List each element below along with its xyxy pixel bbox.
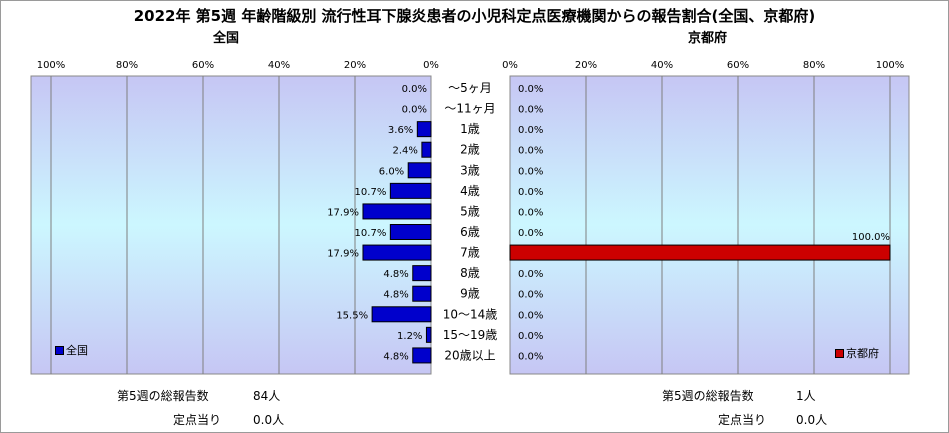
legend-swatch-left <box>55 345 64 355</box>
category-label: 4歳 <box>460 184 480 198</box>
right-plot-area <box>509 75 910 375</box>
left-per-label: 定点当り <box>173 413 222 427</box>
bar-left <box>389 224 432 240</box>
category-label: 9歳 <box>460 287 480 301</box>
tick-label-left: 20% <box>344 60 366 71</box>
data-label-left: 6.0% <box>379 166 404 177</box>
right-per-value: 0.0人 <box>796 413 828 427</box>
data-label-right: 0.0% <box>518 166 543 177</box>
category-label: 15～19歳 <box>443 328 498 342</box>
bar-left <box>407 162 432 179</box>
data-label-left: 4.8% <box>383 269 408 280</box>
bar-left <box>412 347 432 364</box>
data-label-right: 0.0% <box>518 331 543 342</box>
category-label: 10～14歳 <box>443 307 498 321</box>
tick-label-left: 0% <box>423 60 439 71</box>
legend-swatch-right <box>835 348 844 358</box>
data-label-right: 0.0% <box>518 84 543 95</box>
data-label-left: 3.6% <box>388 125 413 136</box>
data-label-left: 0.0% <box>402 105 427 116</box>
category-label: 7歳 <box>460 246 480 260</box>
right-panel-title: 京都府 <box>688 31 728 46</box>
category-label: ～11ヶ月 <box>444 102 495 116</box>
left-panel-title: 全国 <box>213 31 240 46</box>
tick-label-left: 100% <box>37 60 66 71</box>
data-label-left: 10.7% <box>355 187 387 198</box>
category-label: 3歳 <box>460 163 480 177</box>
category-label: 6歳 <box>460 225 480 239</box>
left-plot-area <box>30 75 432 375</box>
legend-label-left: 全国 <box>66 344 88 357</box>
data-label-left: 4.8% <box>383 351 408 362</box>
data-label-right: 0.0% <box>518 351 543 362</box>
tick-label-right: 60% <box>727 60 749 71</box>
bar-left <box>412 285 432 302</box>
tick-label-right: 80% <box>803 60 825 71</box>
data-label-left: 1.2% <box>397 331 422 342</box>
tick-label-left: 60% <box>192 60 214 71</box>
category-label: 2歳 <box>460 143 480 157</box>
data-label-right: 0.0% <box>518 187 543 198</box>
category-label: 1歳 <box>460 122 480 136</box>
data-label-right: 100.0% <box>852 232 890 243</box>
category-label: 20歳以上 <box>444 348 495 362</box>
bar-right <box>509 244 891 261</box>
bar-left <box>412 265 432 282</box>
data-label-right: 0.0% <box>518 146 543 157</box>
bar-left <box>362 244 432 261</box>
data-label-left: 4.8% <box>383 290 408 301</box>
data-label-right: 0.0% <box>518 125 543 136</box>
right-total-label: 第5週の総報告数 <box>662 389 754 403</box>
left-total-label: 第5週の総報告数 <box>117 389 209 403</box>
bar-left <box>362 203 432 220</box>
bar-left <box>389 182 432 199</box>
legend-left: 全国 <box>55 342 88 358</box>
data-label-left: 17.9% <box>327 207 359 218</box>
legend-label-right: 京都府 <box>846 347 879 360</box>
left-per-value: 0.0人 <box>253 413 285 427</box>
tick-label-left: 40% <box>268 60 290 71</box>
category-label: ～5ヶ月 <box>448 81 492 95</box>
data-label-right: 0.0% <box>518 228 543 239</box>
category-label: 5歳 <box>460 204 480 218</box>
tick-label-right: 0% <box>502 60 518 71</box>
bar-left <box>371 306 432 323</box>
left-total-value: 84人 <box>253 389 281 403</box>
right-total-value: 1人 <box>796 389 816 403</box>
data-label-left: 10.7% <box>355 228 387 239</box>
data-label-right: 0.0% <box>518 207 543 218</box>
data-label-right: 0.0% <box>518 310 543 321</box>
tick-label-right: 40% <box>651 60 673 71</box>
data-label-right: 0.0% <box>518 105 543 116</box>
right-per-label: 定点当り <box>718 413 767 427</box>
tick-label-right: 100% <box>876 60 905 71</box>
bar-left <box>416 121 432 138</box>
data-label-left: 15.5% <box>336 310 368 321</box>
tick-label-right: 20% <box>575 60 597 71</box>
data-label-right: 0.0% <box>518 269 543 280</box>
chart-title: 2022年 第5週 年齢階級別 流行性耳下腺炎患者の小児科定点医療機関からの報告… <box>133 7 816 25</box>
tick-label-left: 80% <box>116 60 138 71</box>
bar-left <box>421 141 432 158</box>
data-label-left: 17.9% <box>327 249 359 260</box>
bar-left <box>425 326 432 343</box>
data-label-left: 2.4% <box>392 146 417 157</box>
legend-right: 京都府 <box>835 345 879 361</box>
category-label: 8歳 <box>460 266 480 280</box>
data-label-left: 0.0% <box>402 84 427 95</box>
data-label-right: 0.0% <box>518 290 543 301</box>
